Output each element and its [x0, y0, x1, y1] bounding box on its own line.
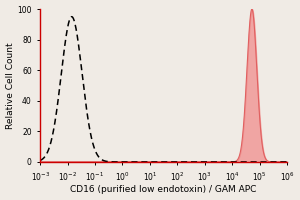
- X-axis label: CD16 (purified low endotoxin) / GAM APC: CD16 (purified low endotoxin) / GAM APC: [70, 185, 257, 194]
- Y-axis label: Relative Cell Count: Relative Cell Count: [6, 42, 15, 129]
